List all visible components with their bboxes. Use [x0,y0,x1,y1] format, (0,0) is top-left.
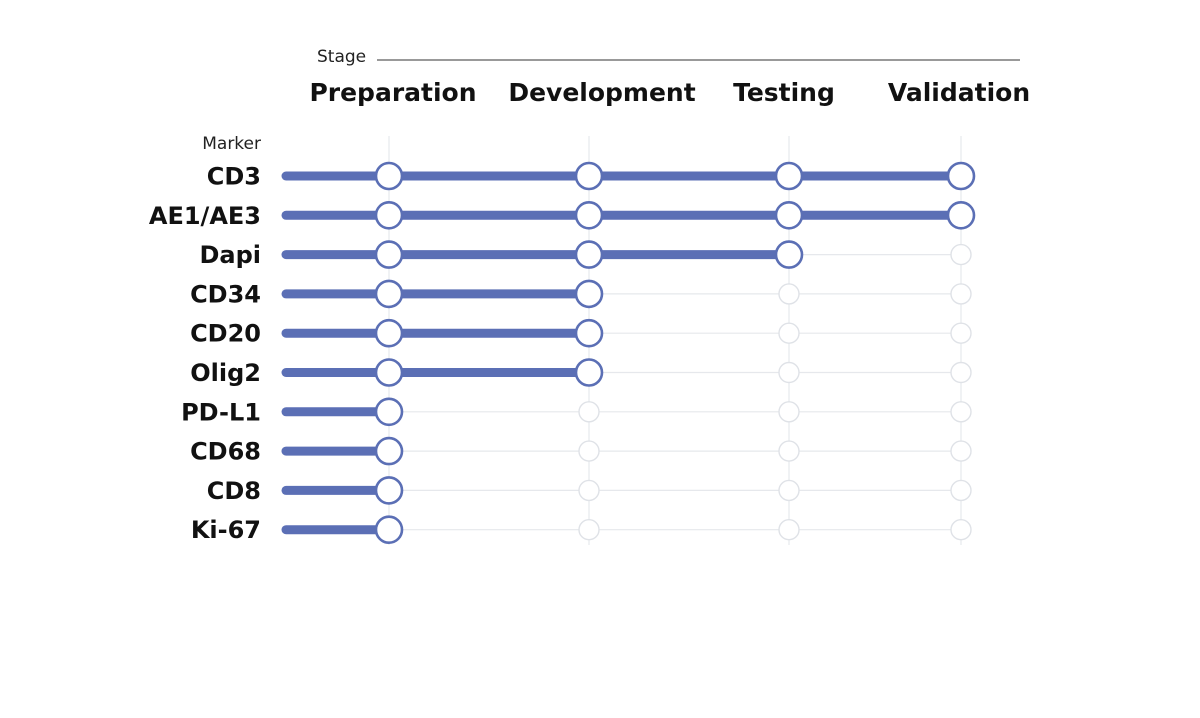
completed-stage-node [374,476,404,505]
completed-stage-node [574,240,604,269]
completed-stage-node [374,436,404,466]
completed-stage-node [374,397,404,427]
completed-stage-node [374,279,404,309]
completed-stage-node [374,515,404,545]
completed-stage-node [374,240,404,269]
completed-stage-node [374,358,404,387]
marker-label: Olig2 [190,359,261,387]
marker-label: PD-L1 [181,398,261,426]
pending-stage-node [578,519,600,541]
completed-stage-node [374,318,404,348]
stage-axis-title: Stage [317,47,366,67]
marker-label: AE1/AE3 [149,202,261,230]
marker-axis-title: Marker [202,134,261,154]
completed-stage-node [774,240,804,269]
pending-stage-node [578,401,600,423]
pending-stage-node [778,283,800,305]
grid-lines [388,136,962,545]
marker-label: CD68 [190,438,261,466]
stage-label: Development [508,78,695,107]
pending-stage-node [778,519,800,541]
pending-stage-node [578,440,600,462]
pending-stage-node [950,283,972,305]
pending-stage-node [950,479,972,502]
completed-stage-node [574,318,604,348]
completed-stage-node [574,161,604,191]
pending-stage-node [778,322,800,344]
pending-stage-node [778,401,800,423]
completed-stage-node [574,201,604,230]
completed-stage-node [946,161,976,191]
completed-stage-node [574,279,604,309]
marker-label: CD8 [207,477,261,505]
pending-stage-node [778,479,800,502]
stage-label: Testing [733,78,835,107]
marker-labels: CD3 AE1/AE3 Dapi CD34 CD20 Olig2 PD-L1 CD68 CD8 K… [149,163,261,545]
stage-labels: Preparation Development Testing Validation [309,78,1030,107]
completed-stage-node [374,161,404,191]
pending-stage-node [778,440,800,462]
pending-stage-node [578,479,600,502]
completed-stage-node [774,161,804,191]
completed-stage-node [946,201,976,230]
marker-label: Ki-67 [191,516,261,544]
completed-stage-node [774,201,804,230]
marker-label: CD20 [190,320,261,348]
completed-stage-node [574,358,604,387]
pending-stage-node [950,401,972,423]
marker-label: CD3 [207,163,261,191]
stage-label: Preparation [309,78,476,107]
pending-stage-node [950,243,972,266]
marker-label: CD34 [190,280,261,308]
marker-label: Dapi [199,241,261,269]
pending-stage-node [950,440,972,462]
pending-stage-node [778,361,800,384]
pending-stage-node [950,519,972,541]
stage-nodes [374,161,976,545]
pending-stage-node [950,361,972,384]
pending-stage-node [950,322,972,344]
completed-stage-node [374,201,404,230]
stage-label: Validation [888,78,1030,107]
